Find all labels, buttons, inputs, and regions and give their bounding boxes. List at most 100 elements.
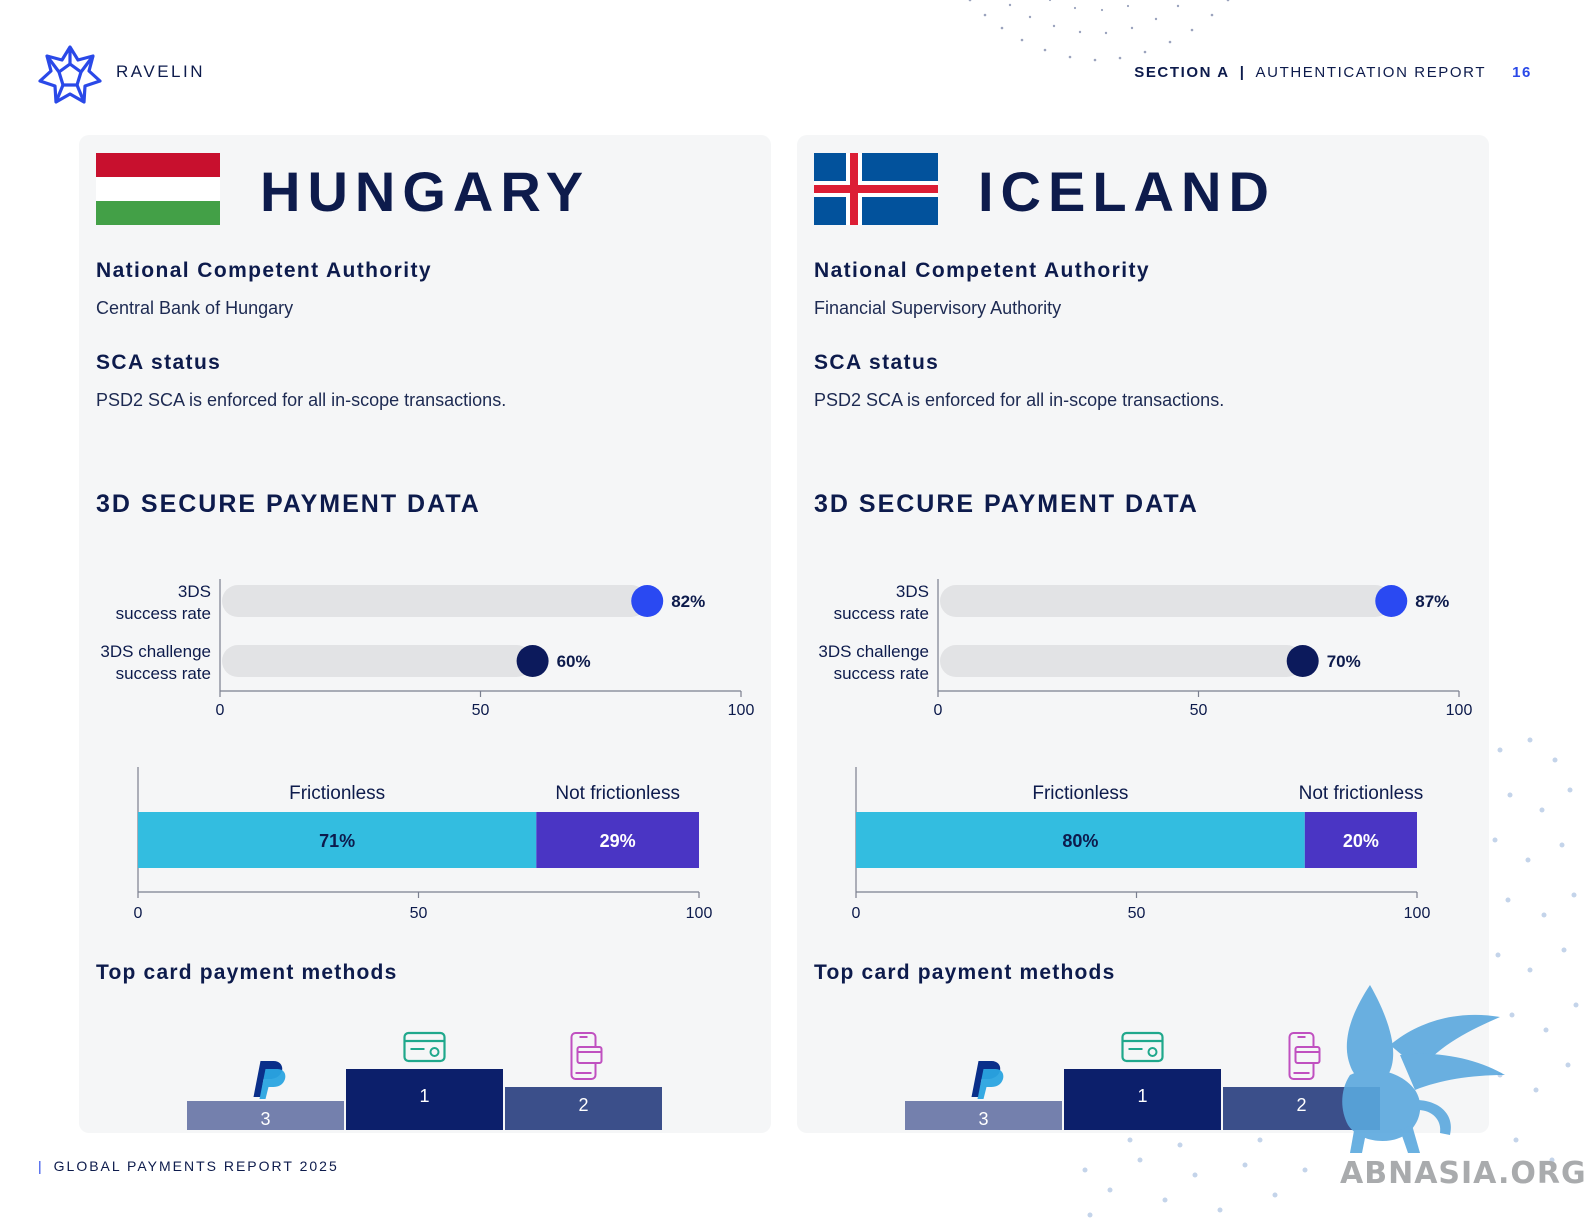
nca-value: Central Bank of Hungary — [96, 298, 294, 318]
x-tick-label: 100 — [728, 702, 755, 719]
sca-value: PSD2 SCA is enforced for all in-scope tr… — [96, 390, 507, 410]
header-section-info: SECTION A | AUTHENTICATION REPORT 16 — [1134, 64, 1532, 81]
category-label: success rate — [834, 664, 929, 683]
mobile-wallet-icon — [1288, 1032, 1321, 1080]
podium-step-1 — [346, 1069, 503, 1130]
x-tick-label: 50 — [472, 702, 490, 719]
segment-value-label: 71% — [319, 831, 355, 851]
category-label: 3DS challenge — [100, 642, 211, 661]
frictionless-chart: 80% Frictionless 20% Not frictionless 0 50 100 — [852, 767, 1431, 922]
hungary-flag-icon — [96, 153, 220, 225]
header-separator: | — [1239, 64, 1246, 81]
x-tick-label: 0 — [934, 702, 943, 719]
podium-rank-label: 1 — [1137, 1086, 1147, 1106]
x-tick-label: 50 — [1128, 905, 1146, 922]
bar-value-dot — [1286, 645, 1319, 677]
iceland-flag-icon — [814, 153, 938, 225]
x-tick-label: 0 — [852, 905, 861, 922]
frictionless-chart: 71% Frictionless 29% Not frictionless 0 50 100 — [134, 767, 713, 922]
country-name: ICELAND — [978, 160, 1276, 223]
sca-label: SCA status — [96, 351, 222, 374]
nca-label: National Competent Authority — [96, 259, 432, 282]
report-title: AUTHENTICATION REPORT — [1255, 64, 1487, 81]
bar-value-label: 70% — [1327, 652, 1361, 671]
podium-rank-label: 3 — [978, 1109, 988, 1129]
x-tick-label: 50 — [1190, 702, 1208, 719]
country-card-hungary: HUNGARY National Competent Authority Cen… — [79, 135, 771, 1133]
nca-label: National Competent Authority — [814, 259, 1150, 282]
bar-track — [222, 645, 533, 677]
podium-step-3 — [187, 1101, 344, 1130]
stacked-bar-segment — [856, 812, 1305, 868]
series-name-label: Not frictionless — [555, 783, 680, 804]
category-label: success rate — [834, 604, 929, 623]
credit-card-icon — [1121, 1031, 1164, 1063]
country-name: HUNGARY — [260, 160, 591, 223]
decorative-dot-arc — [968, 0, 1230, 62]
footer-text: GLOBAL PAYMENTS REPORT 2025 — [53, 1158, 339, 1174]
podium-rank-label: 3 — [260, 1109, 270, 1129]
footer-pipe: | — [38, 1158, 44, 1174]
nca-value: Financial Supervisory Authority — [814, 298, 1062, 318]
stacked-bar-segment — [138, 812, 537, 868]
x-tick-label: 50 — [410, 905, 428, 922]
category-label: 3DS challenge — [818, 642, 929, 661]
category-label: success rate — [116, 604, 211, 623]
section-label: SECTION A — [1134, 64, 1230, 81]
bar-track — [940, 585, 1392, 617]
bar-track — [940, 645, 1303, 677]
x-tick-label: 100 — [686, 905, 713, 922]
country-card-iceland: ICELAND National Competent Authority Fin… — [797, 135, 1489, 1133]
paypal-icon — [971, 1061, 1004, 1099]
decorative-dots-right — [1492, 737, 1579, 1163]
segment-value-label: 29% — [600, 831, 636, 851]
segment-value-label: 80% — [1062, 831, 1098, 851]
top-methods-label: Top card payment methods — [96, 961, 398, 984]
podium-step-2 — [505, 1087, 662, 1130]
podium-rank-label: 1 — [419, 1086, 429, 1106]
paypal-icon — [253, 1061, 286, 1099]
watermark-text: ABNASIA.ORG — [1340, 1156, 1584, 1191]
bar-value-label: 87% — [1415, 592, 1449, 611]
bar-value-dot — [1375, 585, 1408, 617]
x-tick-label: 100 — [1446, 702, 1473, 719]
decorative-dots-bottom — [1082, 1137, 1308, 1218]
podium-step-1 — [1064, 1069, 1221, 1130]
category-label: success rate — [116, 664, 211, 683]
x-tick-label: 100 — [1404, 905, 1431, 922]
credit-card-icon — [403, 1031, 446, 1063]
x-tick-label: 0 — [216, 702, 225, 719]
section-title: 3D SECURE PAYMENT DATA — [814, 490, 1199, 518]
success-rate-chart: 87% 3DS success rate 70% 3DS challenge succes… — [818, 579, 1473, 719]
stacked-bar-segment — [536, 812, 699, 868]
section-title: 3D SECURE PAYMENT DATA — [96, 490, 481, 518]
watermark-griffin-logo — [1342, 985, 1505, 1153]
top-methods-label: Top card payment methods — [814, 961, 1116, 984]
mobile-wallet-icon — [570, 1032, 603, 1080]
payment-methods-podium: 3 1 2 — [187, 1031, 662, 1130]
bar-value-dot — [631, 585, 664, 617]
podium-rank-label: 2 — [1296, 1095, 1306, 1115]
bar-value-label: 82% — [671, 592, 705, 611]
ravelin-logo-icon — [38, 45, 102, 104]
segment-value-label: 20% — [1343, 831, 1379, 851]
bar-track — [222, 585, 648, 617]
footer: | GLOBAL PAYMENTS REPORT 2025 — [38, 1158, 339, 1174]
success-rate-chart: 82% 3DS success rate 60% 3DS challenge succes… — [100, 579, 755, 719]
payment-methods-podium: 3 1 2 — [905, 1031, 1380, 1130]
series-name-label: Frictionless — [289, 783, 385, 804]
brand-name: RAVELIN — [116, 62, 205, 81]
podium-rank-label: 2 — [578, 1095, 588, 1115]
x-tick-label: 0 — [134, 905, 143, 922]
podium-step-3 — [905, 1101, 1062, 1130]
category-label: 3DS — [178, 582, 211, 601]
page-number: 16 — [1512, 64, 1532, 81]
sca-label: SCA status — [814, 351, 940, 374]
category-label: 3DS — [896, 582, 929, 601]
stacked-bar-segment — [1304, 812, 1417, 868]
bar-value-dot — [516, 645, 549, 677]
bar-value-label: 60% — [557, 652, 591, 671]
sca-value: PSD2 SCA is enforced for all in-scope tr… — [814, 390, 1225, 410]
series-name-label: Not frictionless — [1299, 783, 1424, 804]
series-name-label: Frictionless — [1032, 783, 1128, 804]
